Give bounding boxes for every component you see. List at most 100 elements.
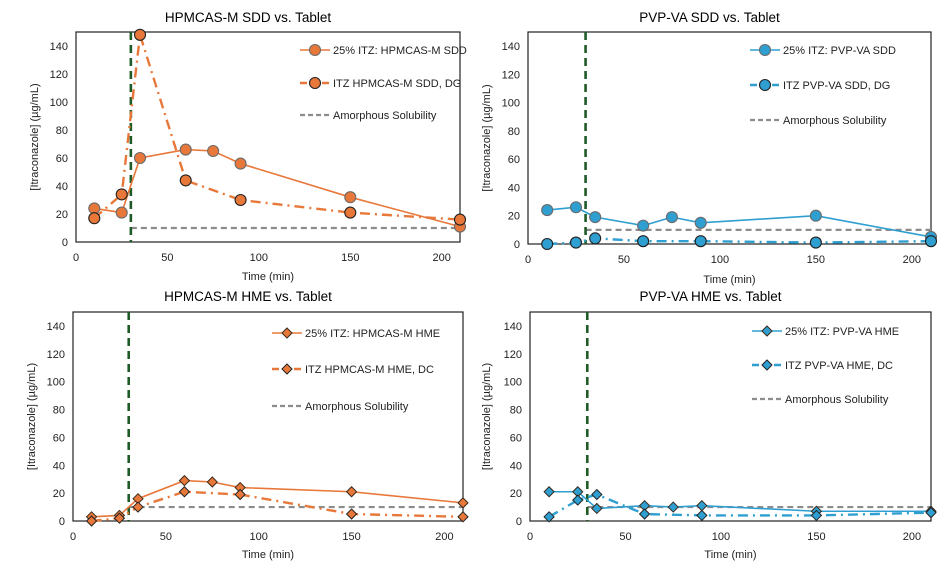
data-point-dashdot	[345, 508, 358, 520]
y-tick-label: 40	[56, 181, 68, 193]
y-tick-label: 140	[50, 41, 68, 53]
y-tick-label: 20	[510, 488, 522, 500]
legend: 25% ITZ: PVP-VA SDD ITZ PVP-VA SDD, DG Amo…	[750, 43, 896, 127]
legend-marker-solid	[281, 327, 293, 339]
data-point-solid	[543, 486, 555, 498]
chart-title: HPMCAS-M SDD vs. Tablet	[165, 10, 332, 25]
series-line-dashdot	[91, 490, 464, 523]
y-tick-label: 140	[47, 321, 65, 333]
data-point-solid	[569, 201, 583, 214]
data-point-dashdot	[344, 206, 357, 219]
plot-area-frame	[72, 311, 464, 522]
data-point-solid	[457, 497, 469, 509]
data-point-solid	[133, 151, 147, 165]
x-tick-label: 100	[712, 531, 730, 543]
y-tick-label: 120	[504, 349, 522, 361]
legend-marker-dashdot	[281, 363, 293, 375]
x-tick-label: 200	[903, 254, 921, 266]
x-tick-label: 50	[619, 531, 631, 543]
series-line-dashdot	[548, 493, 932, 518]
y-tick-label: 20	[56, 209, 68, 221]
x-tick-label: 50	[618, 254, 630, 266]
y-tick-label: 60	[56, 153, 68, 165]
data-point-dashdot	[234, 488, 246, 501]
legend: 25% ITZ: HPMCAS-M SDD ITZ HPMCAS-M SDD, D…	[300, 43, 467, 122]
y-tick-label: 100	[504, 377, 522, 389]
data-point-dashdot	[115, 188, 128, 201]
x-tick-label: 200	[435, 531, 453, 543]
legend-label: Amorphous Solubility	[305, 401, 409, 413]
y-tick-label: 120	[50, 69, 68, 81]
data-point-solid	[344, 191, 357, 204]
chart-panel-4: PVP-VA HME vs. Tablet 0 20 40 60 80 100 120 140 0…	[481, 289, 937, 561]
y-tick-label: 80	[56, 125, 68, 137]
series-line-solid	[91, 479, 464, 518]
legend-label: ITZ HPMCAS-M HME, DC	[305, 364, 434, 376]
x-tick-label: 200	[433, 252, 451, 264]
y-tick-label: 60	[508, 154, 520, 166]
data-point-solid	[667, 501, 679, 513]
data-point-dashdot	[132, 501, 144, 513]
x-tick-label: 0	[73, 252, 79, 264]
x-tick-label: 0	[527, 531, 533, 543]
y-axis-label: [Itraconazole] (µg/mL)	[29, 83, 41, 190]
x-tick-label: 100	[711, 254, 729, 266]
series-line-solid	[547, 206, 932, 238]
legend-marker-dashdot	[308, 76, 322, 90]
x-axis-label: Time (min)	[703, 274, 755, 286]
legend-label: Amorphous Solubility	[783, 115, 887, 127]
y-tick-label: 80	[53, 405, 65, 417]
legend-label: 25% ITZ: PVP-VA HME	[785, 326, 899, 338]
x-axis-label: Time (min)	[242, 549, 294, 561]
x-tick-label: 50	[161, 252, 173, 264]
data-point-dashdot	[694, 235, 707, 248]
legend-label: 25% ITZ: HPMCAS-M HME	[305, 328, 440, 340]
data-point-solid	[637, 219, 650, 232]
y-tick-label: 20	[53, 488, 65, 500]
data-point-solid	[345, 486, 358, 498]
data-point-dashdot	[925, 506, 937, 519]
chart-panel-3: HPMCAS-M HME vs. Tablet 0 20 40 60 80 100 120 14…	[26, 289, 469, 561]
data-point-solid	[665, 211, 678, 224]
y-tick-label: 80	[508, 126, 520, 138]
data-point-dashdot	[133, 28, 147, 41]
plot-area-frame	[75, 31, 461, 243]
legend-marker-solid	[308, 43, 322, 57]
legend-label: 25% ITZ: PVP-VA SDD	[783, 45, 896, 57]
x-axis-label: Time (min)	[242, 271, 294, 283]
data-point-dashdot	[541, 237, 554, 251]
series-line-solid	[94, 148, 461, 228]
x-tick-label: 0	[70, 531, 76, 543]
chart-panel-1: HPMCAS-M SDD vs. Tablet 0 20 40 60 80 100 120 14…	[29, 10, 467, 283]
legend-label: Amorphous Solubility	[785, 394, 889, 406]
y-tick-label: 60	[53, 432, 65, 444]
data-point-dashdot	[810, 509, 823, 522]
chart-title: HPMCAS-M HME vs. Tablet	[164, 289, 332, 304]
y-axis-label: [Itraconazole] (µg/mL)	[481, 363, 493, 470]
data-point-solid	[179, 143, 192, 156]
series-line-dashdot	[93, 34, 461, 221]
y-tick-label: 0	[59, 516, 65, 528]
chart-panel-2: PVP-VA SDD vs. Tablet 0 20 40 60 80 100 120 140 0…	[481, 10, 938, 286]
y-tick-label: 0	[516, 516, 522, 528]
data-point-dashdot	[637, 235, 650, 248]
y-tick-label: 40	[508, 182, 520, 194]
data-point-dashdot	[543, 511, 555, 523]
data-point-solid	[809, 209, 822, 222]
y-tick-label: 140	[502, 41, 520, 53]
legend-label: 25% ITZ: HPMCAS-M SDD	[333, 45, 467, 57]
data-point-dashdot	[696, 509, 708, 522]
data-point-dashdot	[88, 212, 101, 225]
x-tick-label: 200	[903, 531, 921, 543]
data-point-solid	[206, 476, 218, 488]
y-axis-label: [Itraconazole] (µg/mL)	[26, 363, 38, 470]
series-line-dashdot	[547, 237, 932, 246]
data-point-solid	[694, 216, 707, 229]
legend-label: Amorphous Solubility	[333, 110, 437, 122]
chart-title: PVP-VA HME vs. Tablet	[639, 289, 781, 304]
legend: 25% ITZ: PVP-VA HME ITZ PVP-VA HME, DC Amo…	[752, 325, 899, 406]
data-point-dashdot	[179, 174, 192, 187]
x-tick-label: 100	[250, 531, 268, 543]
plot-area-frame	[527, 31, 932, 245]
data-point-dashdot	[809, 236, 822, 249]
